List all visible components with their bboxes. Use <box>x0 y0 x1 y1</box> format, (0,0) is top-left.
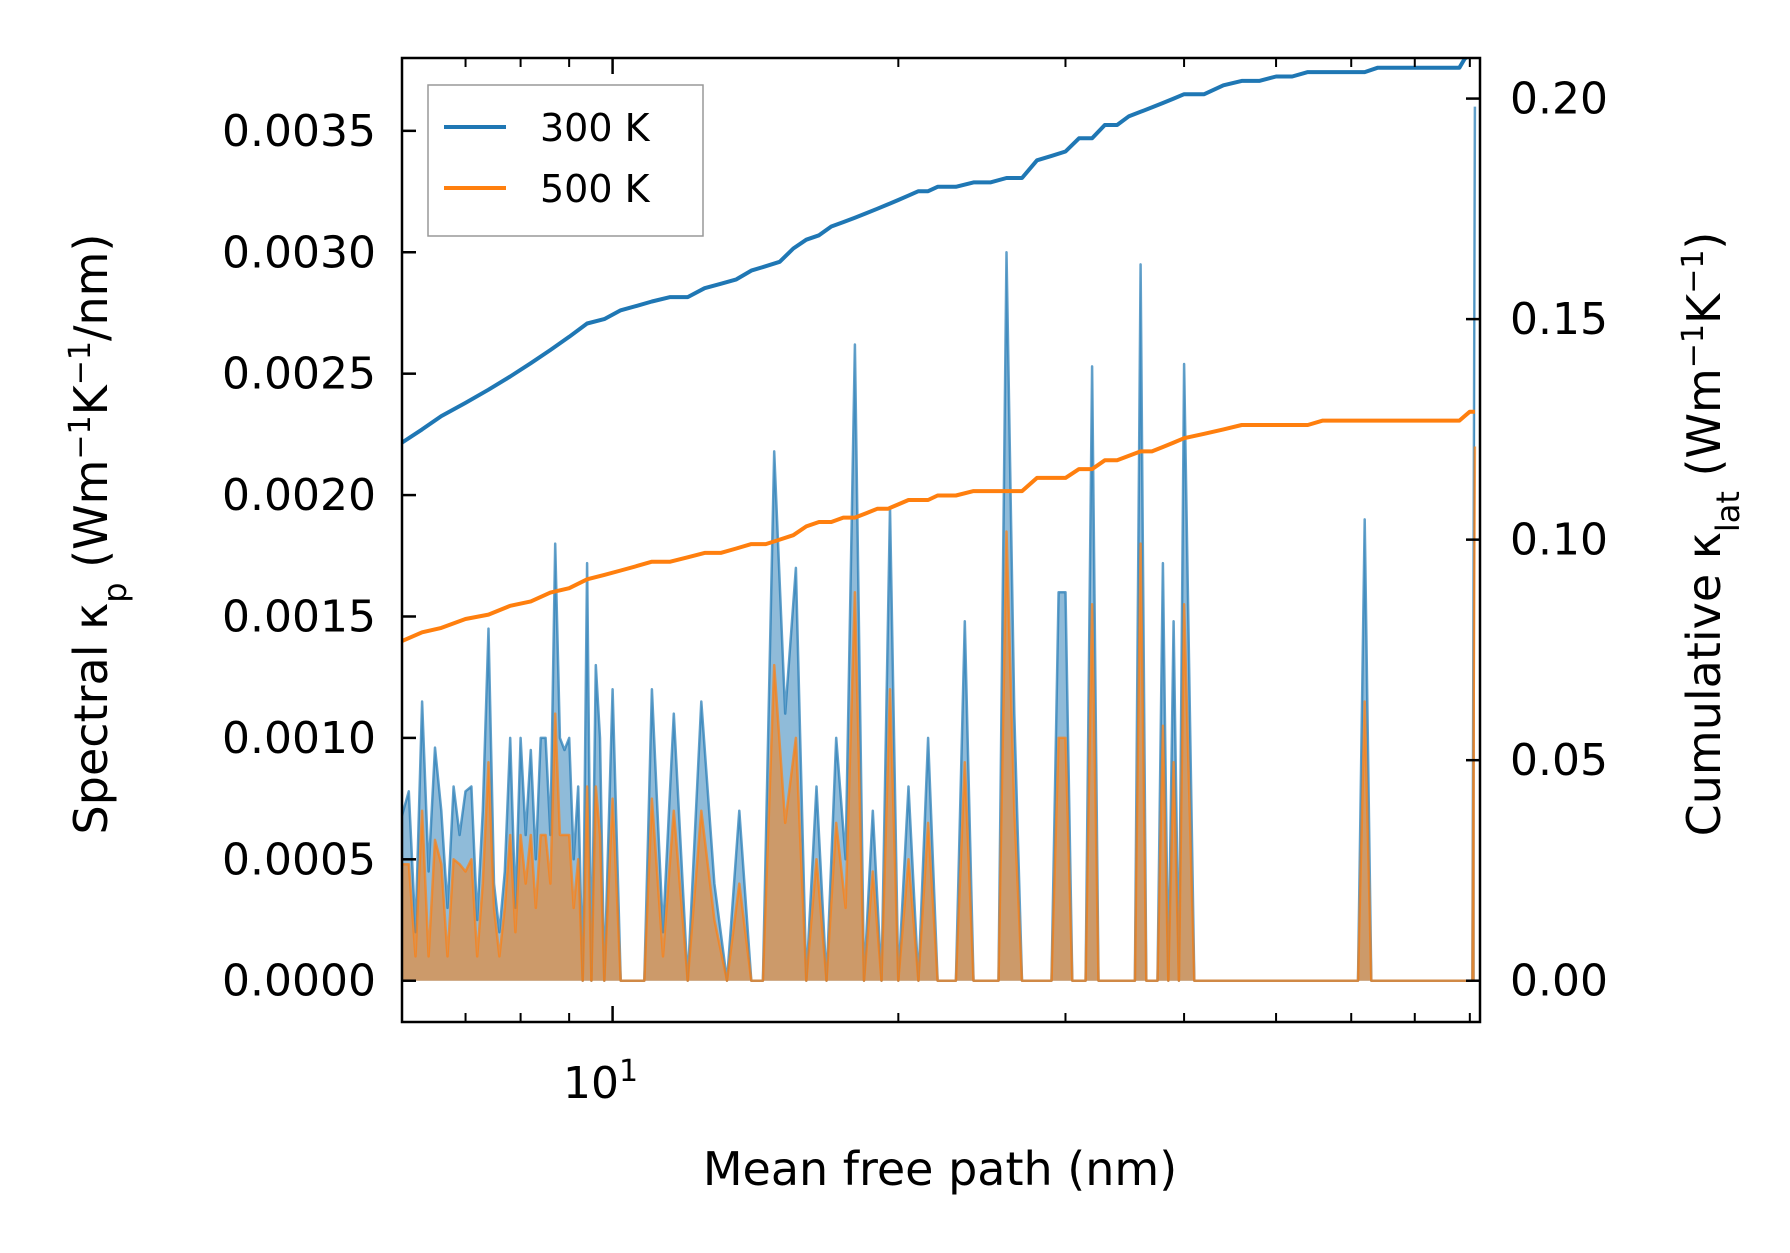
legend-box <box>427 84 704 237</box>
y-tick-label: 0.0035 <box>222 106 376 157</box>
y2-tick-label: 0.10 <box>1510 515 1608 566</box>
axes-layer: 0.0000 0.0005 0.0010 0.0015 0.0020 0.0025 0.00… <box>222 56 1608 1110</box>
y-tick-label: 0.0005 <box>222 834 376 885</box>
y2-tick-label: 0.20 <box>1510 74 1608 125</box>
cumulative-line-300k <box>402 58 1469 445</box>
spectral-fill-500k <box>402 446 1475 981</box>
y2-axis-title: Cumulative κlat (Wm−1K−1) <box>1676 232 1748 837</box>
y-tick-label: 0.0025 <box>222 349 376 400</box>
x-tick-label: 101 <box>563 1054 638 1110</box>
legend: 300 K 500 K <box>427 84 704 237</box>
y2-tick-label: 0.00 <box>1510 956 1608 1007</box>
y-axis-title: Spectral κp (Wm−1K−1/nm) <box>63 234 135 835</box>
plot-area <box>402 58 1477 982</box>
y-tick-label: 0.0020 <box>222 470 376 521</box>
y-tick-label: 0.0010 <box>222 713 376 764</box>
y2-tick-label: 0.05 <box>1510 735 1608 786</box>
legend-label-300k: 300 K <box>540 106 651 150</box>
y-tick-label: 0.0030 <box>222 227 376 278</box>
y2-tick-label: 0.15 <box>1510 294 1608 345</box>
x-axis-title: Mean free path (nm) <box>703 1142 1177 1196</box>
y-tick-label: 0.0015 <box>222 591 376 642</box>
cumulative-line-500k <box>402 409 1475 643</box>
legend-label-500k: 500 K <box>540 167 651 211</box>
spectral-line-500k <box>402 446 1477 982</box>
plot-clip-group <box>402 58 1477 982</box>
y-tick-label: 0.0000 <box>222 956 376 1007</box>
